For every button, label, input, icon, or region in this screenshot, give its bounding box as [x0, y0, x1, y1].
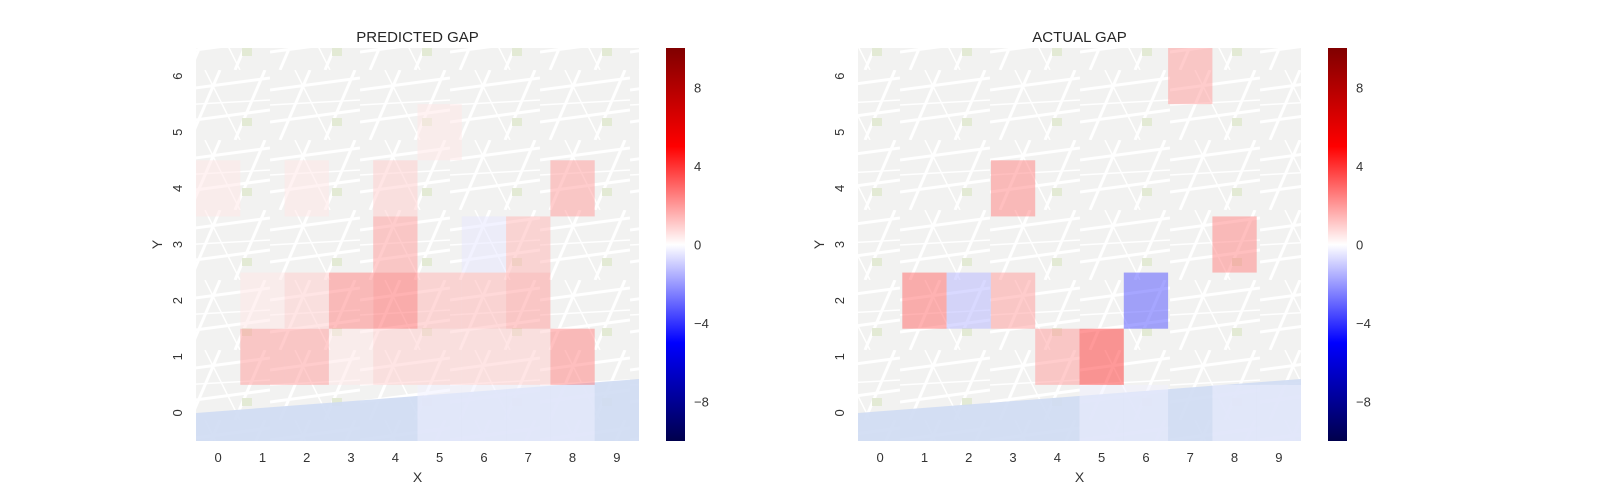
- heatmap-cell: [240, 328, 285, 385]
- x-tick-label: 0: [877, 450, 884, 465]
- heatmap-cell: [902, 272, 947, 329]
- heatmap-cell: [1123, 384, 1169, 441]
- x-tick-label: 9: [1275, 450, 1282, 465]
- actual-gap-panel: ACTUAL GAP 0 1 2 3 4 5 6 7 8 9 0 1 2 3 4 5 6 X Y −8 −4 0 4 8: [811, 29, 1371, 485]
- heatmap-cell: [284, 328, 329, 385]
- heatmap-cell: [373, 328, 418, 385]
- x-tick-label: 3: [347, 450, 354, 465]
- colorbar-tick-label: −4: [1356, 316, 1371, 331]
- colorbar-tick-label: 8: [1356, 80, 1363, 95]
- colorbar-tick-label: 0: [694, 238, 701, 253]
- x-tick-label: 5: [436, 450, 443, 465]
- heatmap-cell: [461, 216, 507, 273]
- y-tick-label: 2: [832, 297, 847, 304]
- x-tick-label: 7: [525, 450, 532, 465]
- x-tick-label: 8: [1231, 450, 1238, 465]
- x-tick-label: 6: [1142, 450, 1149, 465]
- y-tick-label: 3: [832, 241, 847, 248]
- heatmap-cell: [990, 160, 1036, 217]
- heatmap-cell: [328, 328, 374, 385]
- heatmap-cell: [240, 272, 285, 329]
- x-tick-label: 4: [1054, 450, 1061, 465]
- heatmap-cell: [417, 272, 462, 329]
- x-tick-label: 2: [303, 450, 310, 465]
- heatmap-cell: [461, 328, 507, 385]
- heatmap-cell: [1079, 384, 1124, 441]
- heatmap-cell: [550, 328, 595, 385]
- y-axis-label: Y: [811, 239, 827, 249]
- x-tick-label: 5: [1098, 450, 1105, 465]
- heatmap-cell: [284, 160, 329, 217]
- heatmap-cell: [1212, 384, 1257, 441]
- colorbar-tick-label: 0: [1356, 238, 1363, 253]
- x-tick-label: 1: [921, 450, 928, 465]
- chart-title: ACTUAL GAP: [1032, 29, 1126, 46]
- heatmap-cell: [506, 272, 551, 329]
- x-tick-label: 9: [613, 450, 620, 465]
- x-tick-label: 6: [480, 450, 487, 465]
- heatmap-cell: [373, 160, 418, 217]
- heatmap-cell: [1079, 328, 1124, 385]
- y-tick-label: 1: [832, 353, 847, 360]
- heatmap-cell: [373, 216, 418, 273]
- colorbar-tick-label: −8: [694, 395, 709, 410]
- x-tick-label: 2: [965, 450, 972, 465]
- x-tick-label: 3: [1009, 450, 1016, 465]
- heatmap-cell: [990, 272, 1036, 329]
- x-tick-label: 7: [1187, 450, 1194, 465]
- colorbar-tick-label: 4: [1356, 159, 1363, 174]
- y-tick-label: 1: [170, 353, 185, 360]
- heatmap-cell: [461, 272, 507, 329]
- x-axis-label: X: [1075, 469, 1085, 485]
- heatmap-cell: [328, 272, 374, 329]
- heatmap-cell: [1123, 272, 1169, 329]
- heatmap-cell: [506, 384, 551, 441]
- x-tick-label: 0: [215, 450, 222, 465]
- predicted-gap-panel: PREDICTED GAP 0 1 2 3 4 5 6 7 8 9 0 1 2 3 4 5 6 X Y −8 −4 0 4 8: [149, 29, 709, 485]
- y-tick-label: 5: [170, 129, 185, 136]
- y-tick-label: 4: [170, 185, 185, 192]
- heatmap-cell: [1035, 328, 1080, 385]
- colorbar: [666, 48, 685, 441]
- y-tick-label: 6: [832, 72, 847, 79]
- y-tick-label: 3: [170, 241, 185, 248]
- y-tick-label: 4: [832, 185, 847, 192]
- heatmap-cell: [417, 328, 462, 385]
- colorbar-tick-label: −4: [694, 316, 709, 331]
- x-tick-label: 1: [259, 450, 266, 465]
- colorbar-tick-label: −8: [1356, 395, 1371, 410]
- heatmap-cell: [1212, 216, 1257, 273]
- heatmap-cell: [946, 272, 991, 329]
- heatmap-cell: [284, 272, 329, 329]
- heatmap-cell: [1168, 48, 1213, 105]
- y-tick-label: 2: [170, 297, 185, 304]
- heatmap-cell: [461, 384, 507, 441]
- y-tick-label: 6: [170, 72, 185, 79]
- y-tick-label: 0: [832, 409, 847, 416]
- heatmap-cell: [1256, 384, 1301, 441]
- y-axis-label: Y: [149, 239, 165, 249]
- heatmap-cell: [417, 104, 462, 161]
- x-tick-label: 4: [392, 450, 399, 465]
- heatmap-cell: [506, 328, 551, 385]
- x-tick-label: 8: [569, 450, 576, 465]
- heatmap-cell: [550, 160, 595, 217]
- y-tick-label: 5: [832, 129, 847, 136]
- colorbar: [1328, 48, 1347, 441]
- colorbar-tick-label: 8: [694, 80, 701, 95]
- colorbar-tick-label: 4: [694, 159, 701, 174]
- chart-title: PREDICTED GAP: [356, 29, 479, 46]
- y-tick-label: 0: [170, 409, 185, 416]
- heatmap-cell: [550, 384, 595, 441]
- heatmap-cell: [506, 216, 551, 273]
- x-axis-label: X: [413, 469, 423, 485]
- heatmap-cell: [373, 272, 418, 329]
- heatmap-cell: [417, 384, 462, 441]
- heatmap-cell: [196, 160, 241, 217]
